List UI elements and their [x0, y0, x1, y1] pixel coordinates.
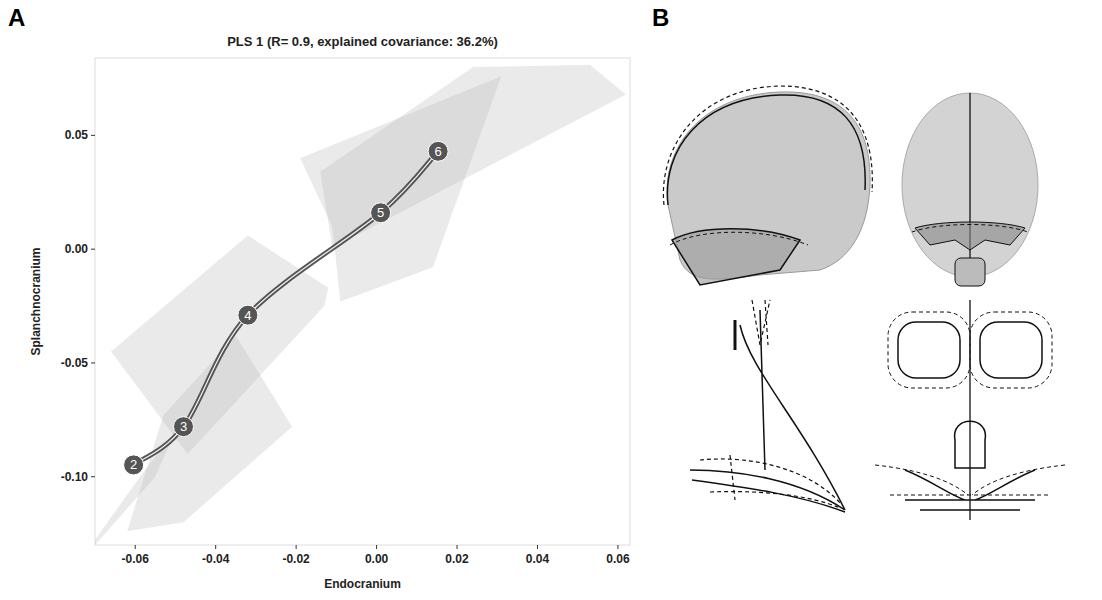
base-dashed: [670, 232, 808, 245]
figure: A B PLS 1 (R= 0.9, explained covariance: 3…: [0, 0, 1102, 600]
point-label: 6: [435, 144, 442, 159]
point: [371, 203, 391, 223]
plot-area: [95, 65, 626, 545]
y-tick: [91, 362, 95, 363]
nasal: [955, 421, 986, 468]
x-tick-label: -0.06: [122, 552, 150, 566]
shape-diagrams: [663, 86, 1065, 520]
face-lateral-mark: [734, 320, 737, 350]
x-tick-label: 0.02: [445, 552, 469, 566]
x-tick: [617, 545, 618, 549]
face-lateral-dashed: [700, 300, 842, 508]
y-tick: [91, 476, 95, 477]
point: [238, 305, 258, 325]
frontal-orbits: [915, 222, 1025, 250]
x-tick-label: -0.02: [282, 552, 310, 566]
y-axis-title: Splanchnocranium: [29, 247, 43, 355]
y-tick-label: 0.00: [65, 242, 89, 256]
group-hull: [111, 236, 328, 454]
orbit-left-dashed: [888, 312, 970, 388]
panel-label: B: [652, 4, 669, 31]
plot-frame: [95, 58, 630, 545]
orbit-right-dashed: [970, 312, 1052, 388]
point-label: 2: [130, 457, 137, 472]
y-tick-label: -0.05: [61, 356, 89, 370]
x-tick: [537, 545, 538, 549]
group-hull: [320, 65, 626, 247]
frontal-endocast: [902, 93, 1038, 277]
outline-solid: [667, 95, 865, 205]
outline-dashed: [663, 86, 872, 205]
point: [173, 417, 193, 437]
x-tick-label: 0.00: [365, 552, 389, 566]
x-tick: [457, 545, 458, 549]
point: [124, 455, 144, 475]
x-tick: [376, 545, 377, 549]
point-label: 4: [244, 308, 251, 323]
face-frontal-dashed: [875, 465, 1065, 495]
trajectory-highlight: [134, 151, 439, 465]
face-frontal-solid: [905, 470, 1035, 510]
trajectory-line: [134, 151, 439, 465]
frontal-nasal: [955, 258, 985, 286]
x-tick-label: 0.04: [526, 552, 550, 566]
point-label: 5: [377, 205, 384, 220]
face-lateral-solid: [690, 310, 845, 512]
panel-label: A: [8, 4, 25, 31]
x-tick: [135, 545, 136, 549]
orbit-right: [980, 322, 1042, 378]
y-tick: [91, 135, 95, 136]
x-tick-label: 0.06: [606, 552, 630, 566]
x-tick-label: -0.04: [202, 552, 230, 566]
y-tick-label: 0.05: [65, 128, 89, 142]
point: [428, 141, 448, 161]
y-tick: [91, 249, 95, 250]
y-tick-label: -0.10: [61, 470, 89, 484]
x-tick: [296, 545, 297, 549]
title: PLS 1 (R= 0.9, explained covariance: 36.…: [227, 34, 498, 49]
point-label: 3: [180, 419, 187, 434]
x-axis-title: Endocranium: [324, 577, 401, 591]
orbit-left: [898, 322, 960, 378]
x-tick: [215, 545, 216, 549]
frontal-dashed: [912, 225, 1028, 233]
face-midline: [969, 300, 970, 520]
